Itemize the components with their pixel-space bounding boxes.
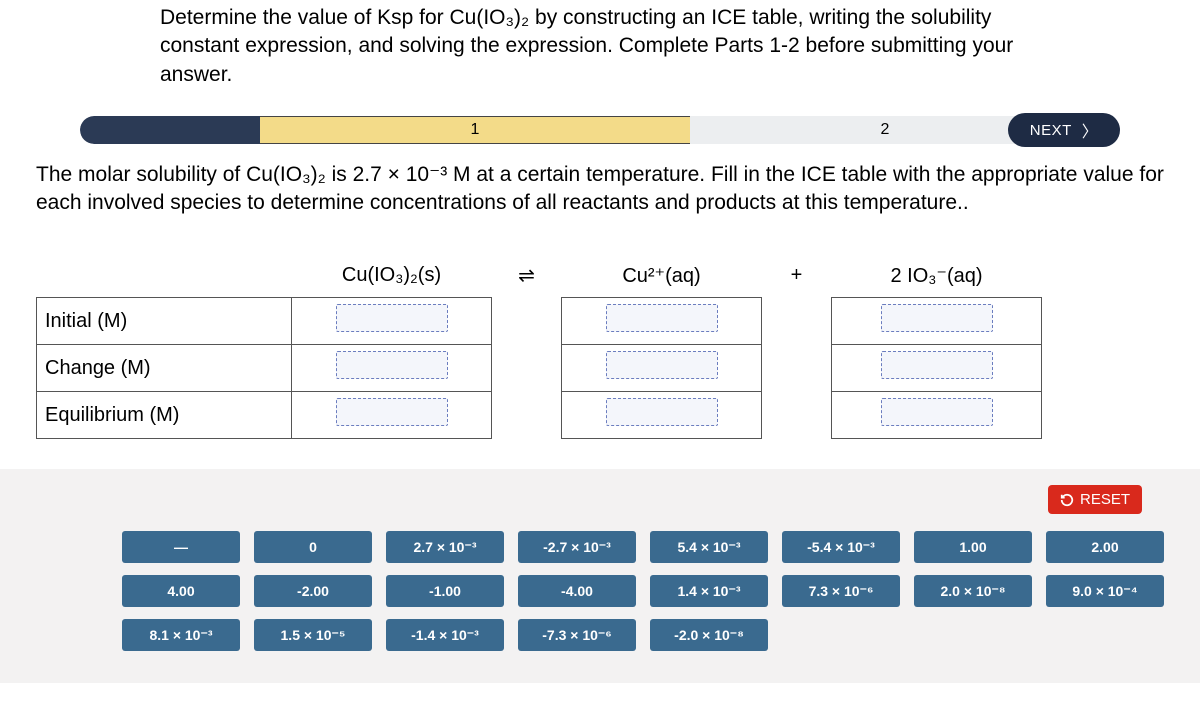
- drop-change-2[interactable]: [606, 351, 718, 379]
- answer-tile[interactable]: -2.7 × 10⁻³: [518, 531, 636, 563]
- progress-current-segment[interactable]: 1: [260, 116, 690, 144]
- answer-tile[interactable]: 7.3 × 10⁻⁶: [782, 575, 900, 607]
- answer-tile[interactable]: 9.0 × 10⁻⁴: [1046, 575, 1164, 607]
- plus-symbol: +: [762, 254, 832, 298]
- drop-change-1[interactable]: [336, 351, 448, 379]
- answer-tile[interactable]: -1.4 × 10⁻³: [386, 619, 504, 651]
- row-label-change: Change (M): [37, 345, 292, 392]
- equilibrium-arrow-icon: ⇌: [492, 254, 562, 298]
- answer-tile[interactable]: 1.5 × 10⁻⁵: [254, 619, 372, 651]
- progress-done-segment: [80, 116, 260, 144]
- next-button-label: NEXT: [1030, 122, 1072, 139]
- answer-tile[interactable]: -4.00: [518, 575, 636, 607]
- answer-tile[interactable]: —: [122, 531, 240, 563]
- answer-tile[interactable]: 2.00: [1046, 531, 1164, 563]
- row-label-initial: Initial (M): [37, 298, 292, 345]
- tile-row: — 0 2.7 × 10⁻³ -2.7 × 10⁻³ 5.4 × 10⁻³ -5.4 × …: [36, 531, 1164, 563]
- reset-button[interactable]: RESET: [1048, 485, 1142, 514]
- drop-change-3[interactable]: [881, 351, 993, 379]
- answer-tile[interactable]: 1.00: [914, 531, 1032, 563]
- drop-eq-2[interactable]: [606, 398, 718, 426]
- answer-tile[interactable]: -7.3 × 10⁻⁶: [518, 619, 636, 651]
- species-header-2: Cu²⁺(aq): [562, 254, 762, 298]
- drop-eq-1[interactable]: [336, 398, 448, 426]
- tile-row: 8.1 × 10⁻³ 1.5 × 10⁻⁵ -1.4 × 10⁻³ -7.3 × 10…: [36, 619, 1164, 651]
- answer-tile[interactable]: -5.4 × 10⁻³: [782, 531, 900, 563]
- part-instructions: The molar solubility of Cu(IO₃)₂ is 2.7 …: [0, 157, 1200, 218]
- species-header-1: Cu(IO₃)₂(s): [292, 254, 492, 298]
- answer-tile[interactable]: 5.4 × 10⁻³: [650, 531, 768, 563]
- main-instructions: Determine the value of Ksp for Cu(IO₃)₂ …: [0, 0, 1060, 89]
- row-label-equilibrium: Equilibrium (M): [37, 392, 292, 439]
- chevron-right-icon: 〉: [1082, 118, 1099, 142]
- progress-track: 1 2: [80, 116, 1080, 144]
- answer-bank: RESET —02.7 × 10⁻³-2.7 × 10⁻³5.4 × 10⁻³-…: [0, 469, 1200, 683]
- drop-initial-2[interactable]: [606, 304, 718, 332]
- answer-tile[interactable]: 0: [254, 531, 372, 563]
- reset-icon: [1060, 493, 1074, 507]
- answer-tile[interactable]: 4.00: [122, 575, 240, 607]
- answer-tile[interactable]: -2.00: [254, 575, 372, 607]
- reset-label: RESET: [1080, 491, 1130, 508]
- answer-tile[interactable]: -2.0 × 10⁻⁸: [650, 619, 768, 651]
- drop-initial-1[interactable]: [336, 304, 448, 332]
- tile-row: 4.00 -2.00 -1.00 -4.00 1.4 × 10⁻³ 7.3 × 10⁻⁶ 2…: [36, 575, 1164, 607]
- answer-tile[interactable]: -1.00: [386, 575, 504, 607]
- answer-tile[interactable]: 8.1 × 10⁻³: [122, 619, 240, 651]
- ice-table: Cu(IO₃)₂(s) ⇌ Cu²⁺(aq) + 2 IO₃⁻(aq) Init…: [36, 254, 1042, 440]
- answer-tile[interactable]: 2.7 × 10⁻³: [386, 531, 504, 563]
- next-button[interactable]: NEXT 〉: [1008, 113, 1120, 147]
- drop-initial-3[interactable]: [881, 304, 993, 332]
- answer-tile[interactable]: 1.4 × 10⁻³: [650, 575, 768, 607]
- answer-tile[interactable]: 2.0 × 10⁻⁸: [914, 575, 1032, 607]
- drop-eq-3[interactable]: [881, 398, 993, 426]
- species-header-3: 2 IO₃⁻(aq): [832, 254, 1042, 298]
- progress-stepper: 1 2 NEXT 〉: [80, 113, 1120, 147]
